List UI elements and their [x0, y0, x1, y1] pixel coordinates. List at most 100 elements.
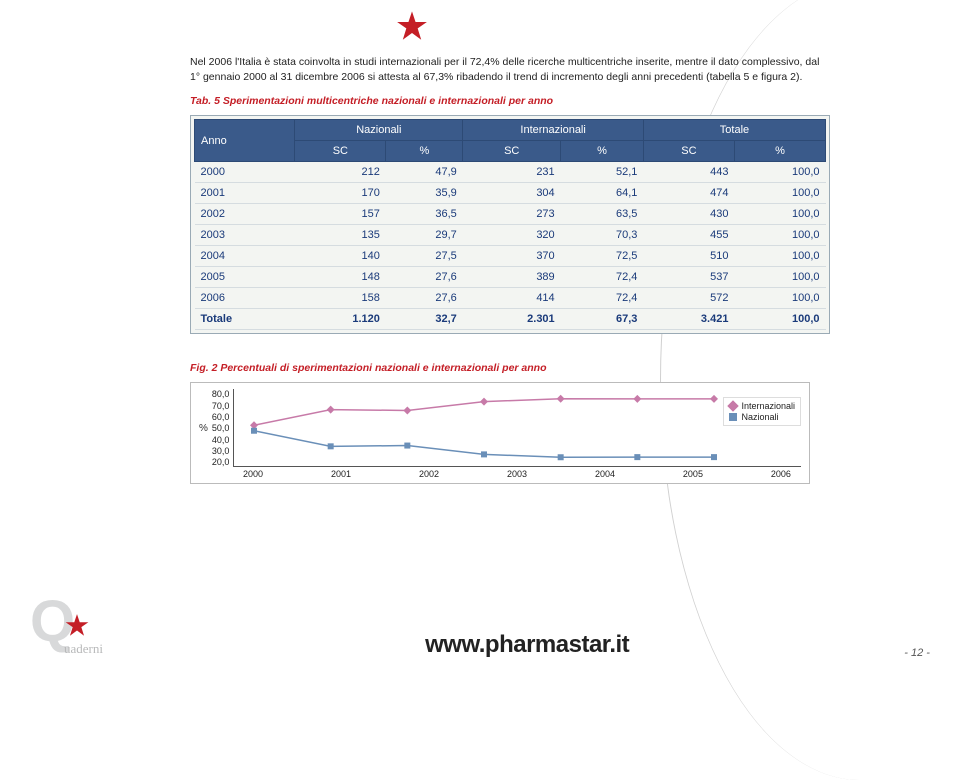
- table-cell: 148: [295, 267, 386, 288]
- diamond-icon: [728, 401, 739, 412]
- x-tick-label: 2000: [243, 469, 263, 479]
- quaderni-logo: Q uaderni: [30, 599, 150, 659]
- table-row: 200215736,527363,5430100,0: [195, 204, 826, 225]
- plot-area: [233, 389, 801, 467]
- x-tick-label: 2005: [683, 469, 703, 479]
- table-cell: 36,5: [386, 204, 463, 225]
- table-cell: 2004: [195, 246, 295, 267]
- table-cell: 27,6: [386, 267, 463, 288]
- table-cell: 63,5: [561, 204, 644, 225]
- table-cell: 2.301: [463, 309, 561, 330]
- th-pct: %: [561, 141, 644, 162]
- table-cell: 510: [643, 246, 734, 267]
- table-cell: 100,0: [734, 225, 825, 246]
- table-cell: 231: [463, 162, 561, 183]
- y-axis-label: %: [199, 423, 208, 434]
- page-footer: Q uaderni www.pharmastar.it - 12 -: [30, 599, 930, 659]
- y-tick-label: 70,0: [212, 401, 230, 411]
- table-cell: 47,9: [386, 162, 463, 183]
- table-cell: 100,0: [734, 183, 825, 204]
- table-cell: 304: [463, 183, 561, 204]
- x-tick-label: 2006: [771, 469, 791, 479]
- x-tick-label: 2004: [595, 469, 615, 479]
- table-row: 200313529,732070,3455100,0: [195, 225, 826, 246]
- table-cell: 2002: [195, 204, 295, 225]
- table-row: 200615827,641472,4572100,0: [195, 288, 826, 309]
- logo-letter: Q: [30, 599, 150, 645]
- x-tick-label: 2003: [507, 469, 527, 479]
- y-tick-label: 20,0: [212, 457, 230, 467]
- table-cell: 64,1: [561, 183, 644, 204]
- table-cell: 100,0: [734, 288, 825, 309]
- table-cell: 67,3: [561, 309, 644, 330]
- table-cell: 2000: [195, 162, 295, 183]
- table-cell: 135: [295, 225, 386, 246]
- legend-label: Nazionali: [741, 412, 778, 422]
- x-ticks: 2000200120022003200420052006: [233, 469, 801, 479]
- x-tick-label: 2002: [419, 469, 439, 479]
- th-internazionali: Internazionali: [463, 120, 644, 141]
- th-sc: SC: [295, 141, 386, 162]
- th-totale: Totale: [643, 120, 825, 141]
- y-tick-label: 80,0: [212, 389, 230, 399]
- table-cell: 414: [463, 288, 561, 309]
- star-icon: [395, 10, 429, 49]
- table-cell: Totale: [195, 309, 295, 330]
- table-cell: 100,0: [734, 309, 825, 330]
- table-cell: 140: [295, 246, 386, 267]
- page-number: - 12 -: [904, 647, 930, 659]
- table-row: 200117035,930464,1474100,0: [195, 183, 826, 204]
- table-cell: 430: [643, 204, 734, 225]
- th-anno: Anno: [195, 120, 295, 162]
- table-cell: 370: [463, 246, 561, 267]
- table-cell: 72,5: [561, 246, 644, 267]
- site-url: www.pharmastar.it: [425, 631, 629, 659]
- table-cell: 273: [463, 204, 561, 225]
- table-cell: 2001: [195, 183, 295, 204]
- table-cell: 70,3: [561, 225, 644, 246]
- main-content: Nel 2006 l'Italia è stata coinvolta in s…: [190, 55, 830, 484]
- chart-legend: Internazionali Nazionali: [723, 397, 801, 426]
- table-cell: 455: [643, 225, 734, 246]
- table-cell: 158: [295, 288, 386, 309]
- table-caption: Tab. 5 Sperimentazioni multicentriche na…: [190, 95, 830, 107]
- figure-2-chart: % 80,070,060,050,040,030,020,0 200020012…: [190, 382, 810, 484]
- body-paragraph: Nel 2006 l'Italia è stata coinvolta in s…: [190, 55, 830, 85]
- table-cell: 3.421: [643, 309, 734, 330]
- table-cell: 1.120: [295, 309, 386, 330]
- table-cell: 2006: [195, 288, 295, 309]
- table-row-total: Totale1.12032,72.30167,33.421100,0: [195, 309, 826, 330]
- table-cell: 100,0: [734, 162, 825, 183]
- y-tick-label: 60,0: [212, 412, 230, 422]
- star-icon: [64, 613, 90, 644]
- figure-caption: Fig. 2 Percentuali di sperimentazioni na…: [190, 362, 830, 374]
- table-cell: 320: [463, 225, 561, 246]
- table-cell: 32,7: [386, 309, 463, 330]
- table-cell: 35,9: [386, 183, 463, 204]
- th-sc: SC: [643, 141, 734, 162]
- table-5: Anno Nazionali Internazionali Totale SC …: [190, 115, 830, 334]
- legend-label: Internazionali: [741, 401, 795, 411]
- chart-series: [234, 389, 734, 467]
- table-cell: 100,0: [734, 204, 825, 225]
- table-row: 200021247,923152,1443100,0: [195, 162, 826, 183]
- table-cell: 474: [643, 183, 734, 204]
- table-cell: 572: [643, 288, 734, 309]
- table-cell: 100,0: [734, 246, 825, 267]
- y-tick-label: 40,0: [212, 435, 230, 445]
- table-cell: 72,4: [561, 288, 644, 309]
- table-cell: 389: [463, 267, 561, 288]
- table-cell: 212: [295, 162, 386, 183]
- table-cell: 537: [643, 267, 734, 288]
- table-cell: 27,6: [386, 288, 463, 309]
- table-cell: 72,4: [561, 267, 644, 288]
- th-pct: %: [734, 141, 825, 162]
- table-cell: 170: [295, 183, 386, 204]
- table-row: 200414027,537072,5510100,0: [195, 246, 826, 267]
- table-cell: 443: [643, 162, 734, 183]
- table-cell: 157: [295, 204, 386, 225]
- th-nazionali: Nazionali: [295, 120, 463, 141]
- table-cell: 100,0: [734, 267, 825, 288]
- table-row: 200514827,638972,4537100,0: [195, 267, 826, 288]
- th-pct: %: [386, 141, 463, 162]
